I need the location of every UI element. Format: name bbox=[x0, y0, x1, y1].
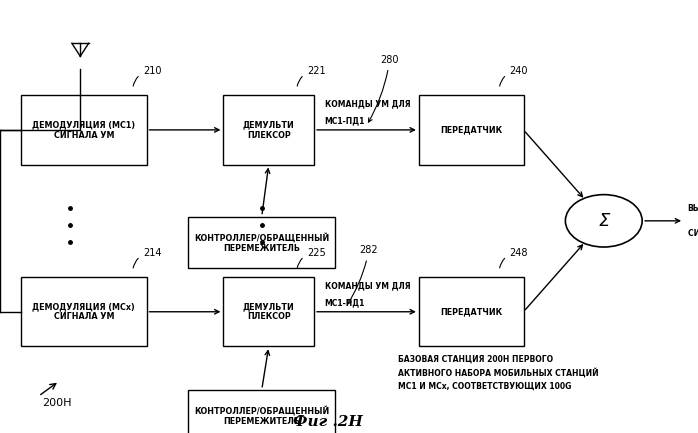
Text: ВЫХОДНОЙ: ВЫХОДНОЙ bbox=[688, 203, 698, 213]
Text: ДЕМОДУЛЯЦИЯ (МСх)
СИГНАЛА УМ: ДЕМОДУЛЯЦИЯ (МСх) СИГНАЛА УМ bbox=[32, 302, 135, 321]
Text: 248: 248 bbox=[500, 248, 528, 268]
Text: 214: 214 bbox=[133, 248, 162, 268]
Text: КОНТРОЛЛЕР/ОБРАЩЕННЫЙ
ПЕРЕМЕЖИТЕЛЬ: КОНТРОЛЛЕР/ОБРАЩЕННЫЙ ПЕРЕМЕЖИТЕЛЬ bbox=[194, 406, 329, 426]
FancyBboxPatch shape bbox=[21, 95, 147, 165]
Text: МС1-ПД1: МС1-ПД1 bbox=[325, 299, 365, 307]
Text: КОМАНДЫ УМ ДЛЯ: КОМАНДЫ УМ ДЛЯ bbox=[325, 100, 410, 108]
Text: БАЗОВАЯ СТАНЦИЯ 200Н ПЕРВОГО
АКТИВНОГО НАБОРА МОБИЛЬНЫХ СТАНЦИЙ
МС1 И МСх, СООТВ: БАЗОВАЯ СТАНЦИЯ 200Н ПЕРВОГО АКТИВНОГО Н… bbox=[398, 355, 598, 391]
Text: КОНТРОЛЛЕР/ОБРАЩЕННЫЙ
ПЕРЕМЕЖИТЕЛЬ: КОНТРОЛЛЕР/ОБРАЩЕННЫЙ ПЕРЕМЕЖИТЕЛЬ bbox=[194, 233, 329, 252]
Text: Σ: Σ bbox=[598, 212, 609, 230]
Text: ДЕМУЛЬТИ
ПЛЕКСОР: ДЕМУЛЬТИ ПЛЕКСОР bbox=[243, 120, 295, 139]
Text: 282: 282 bbox=[348, 246, 378, 304]
Text: 221: 221 bbox=[297, 66, 326, 86]
Text: 200Н: 200Н bbox=[42, 398, 71, 408]
FancyBboxPatch shape bbox=[419, 277, 524, 346]
FancyBboxPatch shape bbox=[223, 95, 314, 165]
Text: СИГНАЛ БС: СИГНАЛ БС bbox=[688, 229, 698, 238]
Text: ДЕМУЛЬТИ
ПЛЕКСОР: ДЕМУЛЬТИ ПЛЕКСОР bbox=[243, 302, 295, 321]
Text: ПЕРЕДАТЧИК: ПЕРЕДАТЧИК bbox=[440, 126, 503, 134]
Text: ДЕМОДУЛЯЦИЯ (МС1)
СИГНАЛА УМ: ДЕМОДУЛЯЦИЯ (МС1) СИГНАЛА УМ bbox=[32, 120, 135, 139]
Text: 240: 240 bbox=[500, 66, 528, 86]
FancyBboxPatch shape bbox=[223, 277, 314, 346]
Text: КОМАНДЫ УМ ДЛЯ: КОМАНДЫ УМ ДЛЯ bbox=[325, 281, 410, 290]
Text: 280: 280 bbox=[369, 55, 399, 122]
Text: 225: 225 bbox=[297, 248, 326, 268]
FancyBboxPatch shape bbox=[188, 216, 335, 268]
Text: МС1-ПД1: МС1-ПД1 bbox=[325, 117, 365, 126]
Ellipse shape bbox=[565, 195, 642, 247]
FancyBboxPatch shape bbox=[188, 390, 335, 433]
Text: Фиг .2Н: Фиг .2Н bbox=[293, 415, 363, 429]
FancyBboxPatch shape bbox=[419, 95, 524, 165]
Text: ПЕРЕДАТЧИК: ПЕРЕДАТЧИК bbox=[440, 307, 503, 316]
Text: 210: 210 bbox=[133, 66, 162, 86]
FancyBboxPatch shape bbox=[21, 277, 147, 346]
